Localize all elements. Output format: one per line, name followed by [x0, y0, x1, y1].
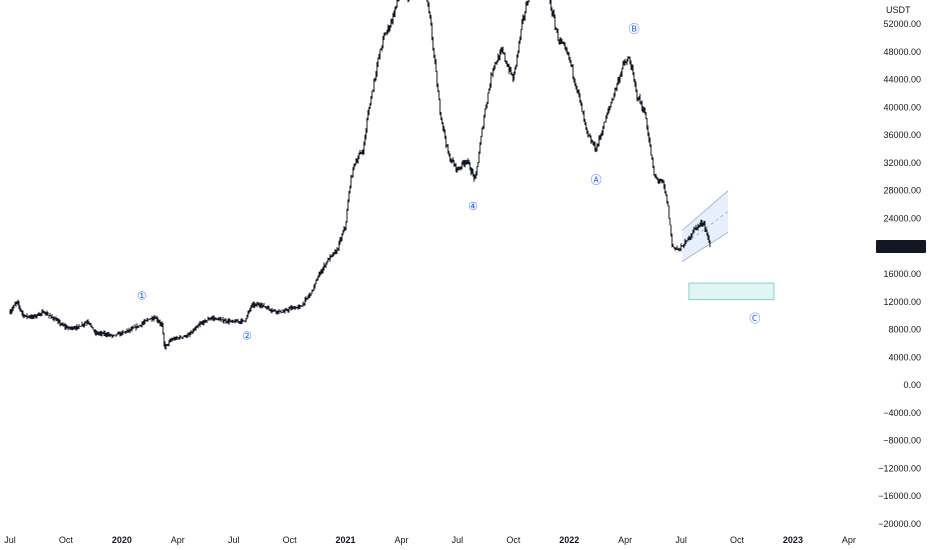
y-tick-label: 36000.00 [883, 130, 921, 140]
x-axis: Jul Oct 2020 Apr Jul Oct 2021 Apr Jul Oct 2022 Apr J… [4, 535, 856, 545]
target-zone[interactable] [688, 282, 775, 301]
x-tick-label: Jul [228, 535, 240, 545]
y-tick-label: 0.00 [903, 380, 921, 390]
x-tick-label: 2021 [336, 535, 356, 545]
x-tick-label: Oct [59, 535, 74, 545]
wave-label[interactable]: ② [242, 330, 252, 342]
y-tick-label: 28000.00 [883, 186, 921, 196]
x-tick-label: Jul [452, 535, 464, 545]
x-tick-label: Apr [618, 535, 632, 545]
y-tick-label: −16000.00 [878, 491, 921, 501]
wave-label[interactable]: Ⓐ [591, 174, 602, 187]
wave-label[interactable]: ④ [468, 201, 478, 213]
y-tick-label: 8000.00 [888, 325, 921, 335]
y-tick-label: 12000.00 [883, 297, 921, 307]
last-price-value: 19908.24 [882, 242, 920, 252]
y-tick-label: 40000.00 [883, 102, 921, 112]
wave-label[interactable]: Ⓒ [749, 312, 760, 325]
last-price-tag: 19908.24 [876, 240, 926, 253]
wave-labels[interactable]: ① ② ④ Ⓐ Ⓑ Ⓒ [137, 22, 760, 342]
y-tick-label: −4000.00 [883, 408, 921, 418]
y-tick-label: −12000.00 [878, 463, 921, 473]
x-tick-label: 2020 [112, 535, 132, 545]
target-zone-box[interactable] [688, 282, 775, 301]
candlestick-series [9, 0, 711, 350]
wave-label[interactable]: Ⓑ [629, 22, 640, 35]
y-axis: 52000.00 48000.00 44000.00 40000.00 36000.00… [878, 19, 921, 529]
y-tick-label: 24000.00 [883, 213, 921, 223]
channel-lower-line[interactable] [682, 231, 729, 262]
y-tick-label: 52000.00 [883, 19, 921, 29]
x-tick-label: Oct [730, 535, 745, 545]
x-tick-label: 2023 [783, 535, 803, 545]
x-tick-label: Jul [4, 535, 16, 545]
y-tick-label: 48000.00 [883, 47, 921, 57]
y-tick-label: −20000.00 [878, 519, 921, 529]
x-tick-label: Jul [675, 535, 687, 545]
y-tick-label: 4000.00 [888, 352, 921, 362]
y-tick-label: 16000.00 [883, 269, 921, 279]
y-tick-label: −8000.00 [883, 436, 921, 446]
x-tick-label: 2022 [559, 535, 579, 545]
channel-upper-line[interactable] [681, 190, 729, 231]
x-tick-label: Apr [171, 535, 185, 545]
x-tick-label: Oct [506, 535, 521, 545]
wave-label[interactable]: ① [137, 291, 147, 303]
x-tick-label: Apr [842, 535, 856, 545]
x-tick-label: Oct [283, 535, 298, 545]
y-tick-label: 32000.00 [883, 158, 921, 168]
y-tick-label: 44000.00 [883, 75, 921, 85]
currency-label: USDT [886, 5, 911, 15]
x-tick-label: Apr [394, 535, 408, 545]
